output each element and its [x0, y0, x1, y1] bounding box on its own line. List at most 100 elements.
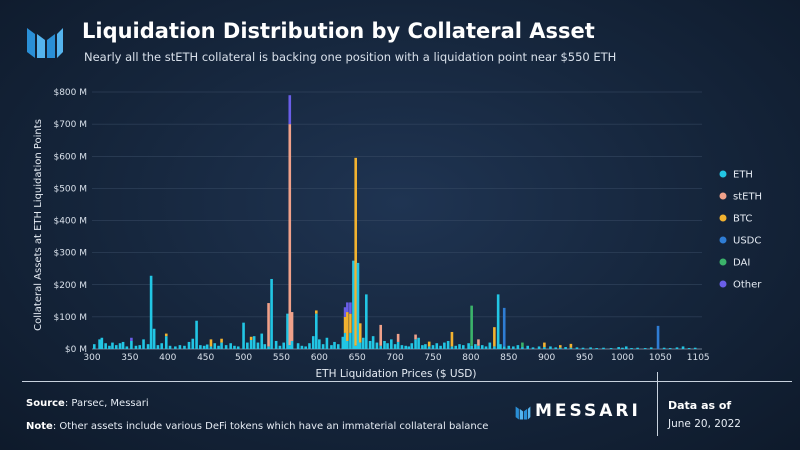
bar-segment-eth [270, 278, 273, 349]
bar-segment-other [288, 95, 292, 125]
bar-segment-eth [356, 262, 360, 349]
x-tick-label: 600 [311, 353, 328, 363]
bar-segment-eth [168, 345, 172, 349]
bar-segment-eth [462, 345, 465, 349]
bar-segment-eth [164, 336, 168, 349]
bar-segment-eth [531, 347, 535, 349]
bar-segment-eth [383, 340, 386, 349]
bar-segment-eth [233, 345, 236, 349]
bar-segment-btc [558, 345, 562, 348]
bar-segment-eth [92, 344, 96, 349]
bar-segment-eth [368, 340, 372, 349]
bar-segment-eth [693, 347, 697, 349]
chart-subtitle: Nearly all the stETH collateral is backi… [84, 50, 617, 64]
messari-logo-icon [27, 28, 63, 58]
bar-segment-eth [386, 343, 389, 349]
bar-segment-eth [379, 345, 383, 349]
y-tick-label: $300 M [53, 249, 87, 259]
bar-segment-eth [365, 294, 368, 349]
note-line: Note: Other assets include various DeFi … [26, 421, 488, 432]
bar-segment-eth [484, 346, 488, 349]
bar-segment-eth [290, 340, 294, 349]
bar-segment-eth [569, 347, 573, 349]
bar-segment-eth [296, 343, 300, 349]
bar-segment-usdc [502, 307, 506, 347]
bar-segment-btc [493, 327, 496, 347]
bar-segment-eth [130, 340, 133, 349]
bar-segment-eth [662, 347, 666, 349]
bar-segment-eth [496, 294, 500, 349]
bar-segment-eth [424, 344, 427, 349]
bar-segment-eth [361, 337, 365, 349]
y-tick-label: $200 M [53, 281, 87, 291]
bar-segment-eth [400, 345, 404, 349]
bar-segment-eth [617, 347, 620, 349]
legend-marker [719, 236, 727, 244]
bar-segment-eth [636, 347, 639, 349]
bar-segment-eth [470, 345, 473, 349]
bar-segment-eth [125, 346, 129, 349]
bar-segment-other [130, 337, 133, 341]
x-tick-label: 800 [462, 353, 479, 363]
bar-segment-eth [209, 346, 213, 349]
bar-segment-eth [286, 313, 289, 349]
bar-segment-steth [477, 339, 480, 346]
x-tick-label: 450 [197, 353, 214, 363]
footer-divider [22, 381, 792, 382]
bar-segment-eth [499, 344, 502, 349]
bar-segment-eth [278, 345, 282, 349]
bar-segment-eth [549, 346, 552, 349]
bar-segment-eth [104, 343, 107, 349]
bar-segment-eth [417, 337, 420, 349]
bar-segment-btc [346, 312, 349, 341]
bar-segment-eth [609, 348, 613, 349]
bar-segment-eth [375, 342, 379, 349]
bar-segment-btc [354, 157, 358, 346]
legend-label: ETH [733, 170, 753, 181]
x-tick-label: 950 [576, 353, 593, 363]
bar-segment-eth [421, 345, 424, 349]
source-line: Source: Parsec, Messari [26, 398, 149, 409]
bar-segment-eth [390, 339, 393, 349]
bar-segment-eth [195, 320, 198, 349]
bar-segment-eth [595, 348, 598, 349]
bar-segment-eth [187, 341, 191, 349]
bar-segment-eth [512, 346, 515, 349]
brand-wordmark: MESSARI [535, 401, 641, 421]
x-tick-label: 350 [121, 353, 138, 363]
x-tick-label: 1000 [611, 353, 634, 363]
y-tick-label: $700 M [53, 120, 87, 130]
bar-segment-eth [564, 347, 567, 349]
bar-segment-eth [160, 343, 164, 349]
bar-segment-eth [152, 328, 156, 349]
bar-segment-eth [304, 346, 307, 349]
bar-segment-eth [191, 338, 195, 349]
bar-segment-dai [521, 342, 524, 348]
bar-segment-eth [467, 343, 470, 349]
legend-marker [719, 214, 727, 222]
legend-marker [719, 192, 727, 200]
bar-segment-eth [325, 337, 329, 349]
x-tick-label: 700 [387, 353, 404, 363]
chart-title: Liquidation Distribution by Collateral A… [82, 19, 595, 43]
bar-segment-eth [602, 347, 605, 349]
bar-segment-usdc [656, 325, 660, 349]
y-tick-label: $100 M [53, 313, 87, 323]
bar-segment-btc [314, 310, 318, 314]
y-tick-label: $400 M [53, 217, 87, 227]
footer-vertical-divider [657, 372, 658, 436]
bar-segment-eth [336, 344, 340, 349]
bar-segment-eth [199, 345, 202, 349]
legend-label: Other [733, 280, 762, 291]
legend-marker [719, 258, 727, 266]
bar-segment-eth [358, 342, 362, 349]
bar-segment-eth [681, 346, 685, 349]
x-tick-label: 850 [500, 353, 517, 363]
bar-segment-eth [396, 341, 400, 349]
bar-segment-eth [217, 345, 220, 349]
bar-segment-eth [630, 348, 633, 349]
bar-segment-eth [621, 347, 624, 349]
bar-segment-eth [274, 340, 278, 349]
bar-segment-eth [249, 340, 253, 349]
bar-segment-eth [321, 344, 325, 349]
